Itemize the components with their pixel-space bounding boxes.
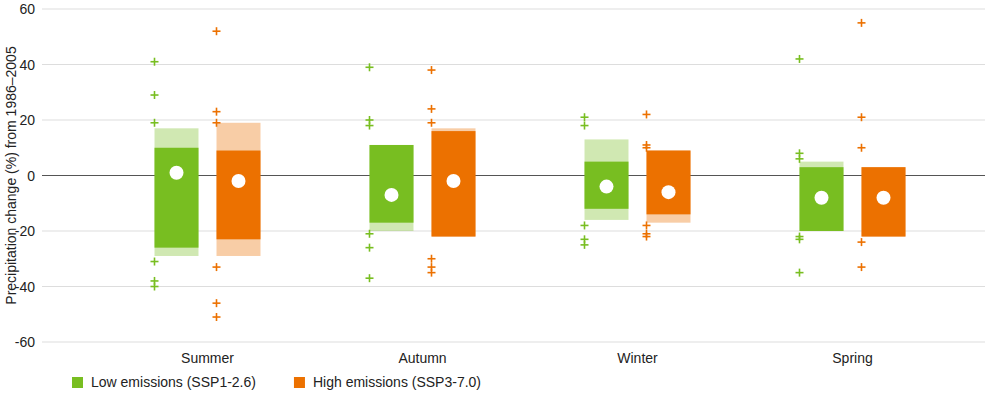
outlier bbox=[366, 122, 374, 130]
outlier bbox=[213, 108, 221, 116]
series bbox=[213, 19, 906, 321]
outlier bbox=[366, 63, 374, 71]
outlier bbox=[213, 263, 221, 271]
box bbox=[370, 145, 414, 223]
outlier bbox=[428, 255, 436, 263]
box bbox=[800, 167, 844, 231]
median bbox=[662, 185, 676, 199]
box bbox=[647, 151, 691, 215]
chart: -60-40-200204060Precipitation change (%)… bbox=[0, 0, 1000, 400]
grid bbox=[42, 9, 985, 342]
outlier bbox=[213, 119, 221, 127]
box bbox=[585, 162, 629, 209]
box bbox=[432, 131, 476, 236]
outlier bbox=[213, 313, 221, 321]
median bbox=[232, 174, 246, 188]
median bbox=[385, 188, 399, 202]
outlier bbox=[581, 122, 589, 130]
outlier bbox=[581, 113, 589, 121]
x-tick-label: Winter bbox=[617, 350, 658, 366]
outlier bbox=[428, 269, 436, 277]
box bbox=[155, 148, 199, 248]
range-box bbox=[647, 151, 691, 223]
median bbox=[600, 180, 614, 194]
outlier bbox=[858, 144, 866, 152]
range-box bbox=[370, 145, 414, 231]
outlier bbox=[643, 233, 651, 241]
outlier bbox=[213, 27, 221, 35]
outlier bbox=[796, 235, 804, 243]
y-axis-label: Precipitation change (%) from 1986–2005 bbox=[3, 46, 19, 305]
outlier bbox=[796, 269, 804, 277]
range-box bbox=[432, 128, 476, 236]
y-tick-label: -60 bbox=[15, 334, 35, 350]
median bbox=[170, 166, 184, 180]
outlier bbox=[366, 244, 374, 252]
outlier bbox=[151, 258, 159, 266]
grid-line bbox=[42, 120, 985, 121]
outlier bbox=[428, 66, 436, 74]
x-tick-label: Spring bbox=[832, 350, 872, 366]
outlier bbox=[151, 91, 159, 99]
outlier bbox=[796, 155, 804, 163]
median bbox=[815, 191, 829, 205]
outlier bbox=[428, 119, 436, 127]
grid-line bbox=[42, 342, 985, 343]
grid-line bbox=[42, 64, 985, 65]
box bbox=[862, 167, 906, 236]
outlier bbox=[581, 221, 589, 229]
outlier bbox=[858, 238, 866, 246]
outlier bbox=[151, 119, 159, 127]
outlier bbox=[796, 55, 804, 63]
outlier bbox=[151, 58, 159, 66]
range-box bbox=[217, 123, 261, 256]
range-box bbox=[800, 162, 844, 231]
outlier bbox=[428, 105, 436, 113]
y-tick-label: 20 bbox=[19, 112, 35, 128]
range-box bbox=[155, 128, 199, 256]
median bbox=[877, 191, 891, 205]
grid-line bbox=[42, 9, 985, 10]
outlier bbox=[643, 144, 651, 152]
legend: Low emissions (SSP1-2.6) High emissions (… bbox=[72, 374, 481, 390]
outlier bbox=[858, 263, 866, 271]
marks bbox=[151, 19, 906, 321]
outlier bbox=[366, 230, 374, 238]
outlier bbox=[366, 274, 374, 282]
median bbox=[447, 174, 461, 188]
x-tick-label: Autumn bbox=[398, 350, 446, 366]
y-axis bbox=[42, 9, 43, 342]
outlier bbox=[858, 113, 866, 121]
box bbox=[217, 151, 261, 240]
grid-line bbox=[42, 286, 985, 287]
y-tick-label: 0 bbox=[27, 168, 35, 184]
y-tick-label: 40 bbox=[19, 57, 35, 73]
legend-label: Low emissions (SSP1-2.6) bbox=[91, 374, 256, 390]
outlier bbox=[213, 299, 221, 307]
outlier bbox=[581, 241, 589, 249]
range-box bbox=[862, 167, 906, 236]
outlier bbox=[858, 19, 866, 27]
range-box bbox=[585, 139, 629, 219]
legend-label: High emissions (SSP3-7.0) bbox=[313, 374, 481, 390]
outlier bbox=[643, 110, 651, 118]
legend-swatch bbox=[294, 377, 305, 388]
y-tick-label: 60 bbox=[19, 1, 35, 17]
x-tick-label: Summer bbox=[181, 350, 234, 366]
outlier bbox=[643, 221, 651, 229]
outlier bbox=[151, 283, 159, 291]
series bbox=[151, 55, 844, 291]
legend-swatch bbox=[72, 377, 83, 388]
